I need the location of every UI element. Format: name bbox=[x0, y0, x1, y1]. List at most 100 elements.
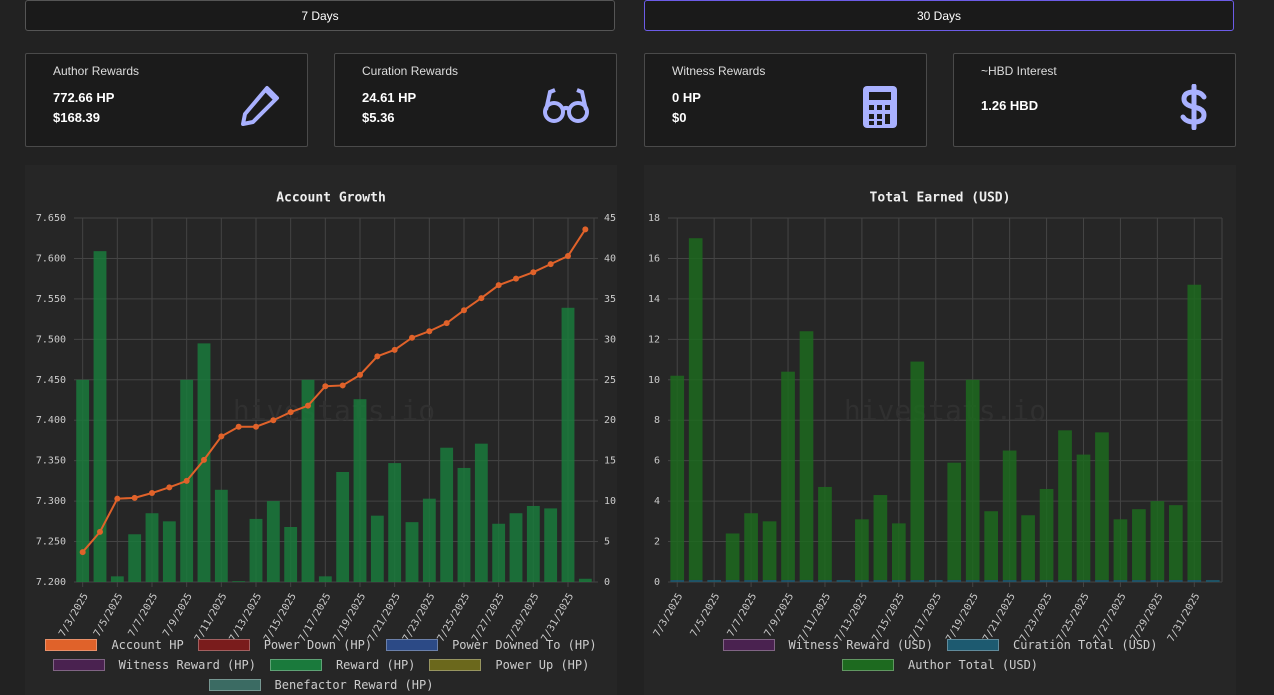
bar bbox=[836, 579, 851, 582]
legend-item[interactable]: Witness Reward (HP) bbox=[52, 658, 256, 672]
point bbox=[478, 295, 485, 302]
legend-item[interactable]: Power Down (HP) bbox=[197, 638, 372, 652]
card-value: $0 bbox=[672, 110, 687, 125]
card-title: Curation Rewards bbox=[362, 64, 459, 78]
bar bbox=[799, 331, 814, 580]
bar bbox=[910, 579, 925, 582]
card-title: Author Rewards bbox=[53, 64, 140, 78]
y2-tick-label: 5 bbox=[604, 537, 610, 548]
bar bbox=[818, 486, 832, 580]
bar bbox=[1058, 579, 1072, 582]
bar bbox=[232, 581, 246, 582]
point bbox=[253, 423, 259, 430]
range-button[interactable]: 30 Days bbox=[644, 0, 1234, 31]
chart-title: Total Earned (USD) bbox=[870, 191, 1011, 206]
bar bbox=[984, 511, 998, 580]
bar bbox=[544, 508, 558, 582]
card-value: 1.26 HBD bbox=[981, 98, 1039, 113]
stat-card: Witness Rewards 0 HP $0 bbox=[644, 53, 927, 147]
bar bbox=[492, 523, 506, 582]
bar bbox=[781, 579, 795, 582]
legend-item[interactable]: Benefactor Reward (HP) bbox=[208, 678, 434, 692]
bar bbox=[526, 505, 540, 582]
legend-swatch bbox=[45, 639, 98, 651]
legend-label: Author Total (USD) bbox=[907, 658, 1039, 672]
x-tick-label: 7/11/2025 bbox=[193, 592, 230, 644]
point bbox=[114, 495, 121, 502]
x-tick-label: 7/13/2025 bbox=[833, 592, 870, 644]
legend-item[interactable]: Curation Total (USD) bbox=[947, 638, 1158, 652]
y-tick-label: 8 bbox=[654, 415, 660, 426]
legend-item[interactable]: Account HP bbox=[45, 638, 184, 652]
y-tick-label: 7.600 bbox=[36, 253, 66, 264]
y-tick-label: 12 bbox=[648, 334, 660, 345]
x-tick-label: 7/5/2025 bbox=[92, 592, 126, 639]
x-tick-label: 7/23/2025 bbox=[1018, 592, 1055, 644]
point bbox=[201, 456, 207, 463]
y-tick-label: 7.550 bbox=[36, 294, 66, 305]
x-tick-label: 7/3/2025 bbox=[652, 592, 686, 639]
range-button[interactable]: 7 Days bbox=[25, 0, 615, 31]
bar bbox=[1132, 509, 1146, 580]
legend-label: Witness Reward (HP) bbox=[118, 658, 256, 672]
x-tick-label: 7/15/2025 bbox=[262, 592, 299, 644]
y-tick-label: 2 bbox=[654, 537, 660, 548]
point bbox=[305, 402, 311, 409]
stat-card: ~HBD Interest 1.26 HBD bbox=[953, 53, 1236, 147]
bar bbox=[405, 522, 419, 582]
bar bbox=[1002, 450, 1017, 580]
bar bbox=[388, 463, 402, 582]
legend-swatch bbox=[197, 639, 250, 651]
legend-label: Benefactor Reward (HP) bbox=[274, 678, 434, 692]
legend-item[interactable]: Author Total (USD) bbox=[841, 658, 1039, 672]
point bbox=[565, 253, 571, 260]
bar bbox=[1039, 488, 1054, 580]
x-tick-label: 7/19/2025 bbox=[944, 591, 981, 643]
glasses-icon bbox=[543, 88, 589, 123]
x-tick-label: 7/25/2025 bbox=[436, 592, 473, 644]
point bbox=[409, 334, 415, 341]
chart-panel bbox=[25, 165, 617, 695]
card-value: 772.66 HP bbox=[53, 90, 115, 105]
y-tick-label: 6 bbox=[654, 456, 660, 467]
legend-item[interactable]: Power Up (HP) bbox=[429, 658, 589, 672]
x-tick-label: 7/13/2025 bbox=[228, 592, 265, 644]
chart-title: Account Growth bbox=[276, 191, 386, 206]
legend-item[interactable]: Power Downed To (HP) bbox=[386, 638, 597, 652]
y2-tick-label: 45 bbox=[604, 213, 616, 224]
legend-swatch bbox=[947, 639, 999, 651]
bar bbox=[370, 515, 384, 582]
x-tick-label: 7/7/2025 bbox=[127, 592, 161, 639]
bar bbox=[1113, 519, 1128, 580]
bar bbox=[145, 513, 159, 582]
y2-tick-label: 30 bbox=[604, 334, 616, 345]
point bbox=[495, 282, 502, 289]
bar bbox=[965, 379, 980, 580]
bar bbox=[984, 579, 998, 582]
bar bbox=[162, 521, 176, 582]
watermark: hivestats.io bbox=[233, 394, 435, 427]
legend-item[interactable]: Witness Reward (USD) bbox=[722, 638, 933, 652]
legend-swatch bbox=[841, 659, 894, 671]
bar bbox=[76, 379, 90, 582]
bar bbox=[440, 447, 454, 582]
bar bbox=[1058, 430, 1072, 580]
bar bbox=[670, 375, 685, 580]
point bbox=[322, 383, 329, 390]
legend-item[interactable]: Reward (HP) bbox=[269, 658, 415, 672]
bar bbox=[1132, 579, 1146, 582]
bar bbox=[1021, 579, 1035, 582]
y2-tick-label: 15 bbox=[604, 456, 616, 467]
point bbox=[443, 320, 450, 327]
bar bbox=[1076, 579, 1091, 582]
point bbox=[131, 494, 138, 501]
bar bbox=[910, 361, 925, 580]
bar bbox=[762, 579, 777, 582]
point bbox=[513, 275, 519, 282]
x-tick-label: 7/3/2025 bbox=[57, 592, 91, 639]
bar bbox=[336, 471, 350, 582]
bar bbox=[1150, 579, 1165, 582]
card-value: $5.36 bbox=[362, 110, 395, 125]
y-tick-label: 7.450 bbox=[36, 375, 66, 386]
calculator-icon bbox=[863, 86, 897, 128]
